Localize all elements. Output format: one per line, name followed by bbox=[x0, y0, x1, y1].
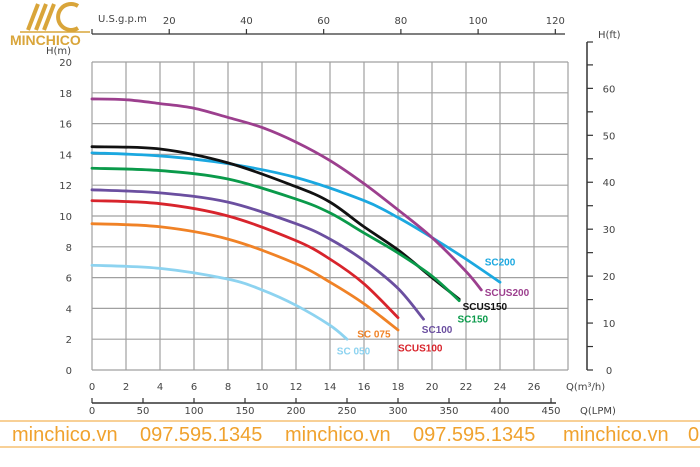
lpm-tick-label: 250 bbox=[337, 406, 356, 417]
watermark: minchico.vn 097.595.1345 minchico.vn 097… bbox=[0, 420, 700, 448]
series-label-scus100: SCUS100 bbox=[398, 344, 443, 355]
curve-sc200 bbox=[90, 151, 502, 284]
watermark-text: minchico.vn bbox=[12, 424, 118, 446]
y2-axis-label: H(ft) bbox=[598, 30, 621, 41]
ft-tick-label: 60 bbox=[603, 84, 616, 95]
series-label-sc100: SC100 bbox=[422, 325, 453, 336]
ft-tick-label: 0 bbox=[606, 366, 612, 377]
y-tick-label: 18 bbox=[59, 89, 72, 100]
lpm-tick-label: 0 bbox=[89, 406, 95, 417]
lpm-axis-label: Q(LPM) bbox=[580, 406, 616, 417]
gpm-tick-label: 20 bbox=[163, 16, 176, 27]
logo-text: MINCHICO bbox=[10, 32, 81, 48]
gpm-tick-label: 60 bbox=[317, 16, 330, 27]
x-tick-label: 8 bbox=[225, 382, 231, 393]
lpm-tick-label: 200 bbox=[286, 406, 305, 417]
lpm-tick-label: 100 bbox=[184, 406, 203, 417]
y-tick-label: 4 bbox=[66, 304, 72, 315]
x-axis-label: Q(m³/h) bbox=[566, 382, 605, 393]
watermark-text: 097.595.1345 bbox=[140, 424, 262, 446]
gpm-tick-label: 40 bbox=[240, 16, 253, 27]
watermark-text: minchico.vn bbox=[285, 424, 391, 446]
lpm-tick-label: 50 bbox=[137, 406, 150, 417]
logo-mark-icon bbox=[20, 2, 90, 33]
x-tick-label: 22 bbox=[460, 382, 473, 393]
y-tick-label: 20 bbox=[59, 58, 72, 69]
x-tick-label: 26 bbox=[528, 382, 541, 393]
x-tick-label: 16 bbox=[358, 382, 371, 393]
x-tick-label: 0 bbox=[89, 382, 95, 393]
curve-scus100 bbox=[90, 199, 400, 320]
series-label-scus200: SCUS200 bbox=[485, 288, 530, 299]
ft-tick-label: 50 bbox=[603, 131, 616, 142]
lpm-tick-label: 400 bbox=[490, 406, 509, 417]
lpm-tick-label: 150 bbox=[235, 406, 254, 417]
series-label-scus150: SCUS150 bbox=[463, 302, 508, 313]
ft-tick-label: 30 bbox=[603, 225, 616, 236]
x-tick-label: 2 bbox=[123, 382, 129, 393]
y-tick-label: 8 bbox=[66, 243, 72, 254]
lpm-tick-label: 300 bbox=[388, 406, 407, 417]
y-axis-label: H(m) bbox=[46, 46, 71, 57]
x-tick-label: 14 bbox=[324, 382, 337, 393]
y-tick-label: 2 bbox=[66, 335, 72, 346]
x-tick-label: 12 bbox=[290, 382, 303, 393]
curve-sc075 bbox=[90, 222, 400, 332]
x-tick-label: 6 bbox=[191, 382, 197, 393]
curve-sc150 bbox=[90, 166, 461, 303]
curve-scus200 bbox=[90, 97, 483, 292]
y-tick-label: 14 bbox=[59, 150, 72, 161]
watermark-text: 097.595.1345 bbox=[413, 424, 535, 446]
ft-tick-label: 10 bbox=[603, 319, 616, 330]
gpm-tick-label: 120 bbox=[546, 16, 565, 27]
x-tick-label: 10 bbox=[256, 382, 269, 393]
series-label-sc075: SC 075 bbox=[357, 330, 391, 341]
y-tick-label: 16 bbox=[59, 120, 72, 131]
x-tick-label: 18 bbox=[392, 382, 405, 393]
grid bbox=[91, 61, 569, 371]
y-tick-label: 6 bbox=[66, 274, 72, 285]
curve-sc050 bbox=[90, 263, 349, 341]
gpm-tick-label: 80 bbox=[395, 16, 408, 27]
lpm-tick-label: 450 bbox=[541, 406, 560, 417]
series-label-sc150: SC150 bbox=[458, 314, 489, 325]
ft-tick-label: 20 bbox=[603, 272, 616, 283]
gpm-axis-label: U.S.g.p.m bbox=[98, 14, 147, 25]
logo: MINCHICO bbox=[10, 2, 90, 48]
x-tick-label: 4 bbox=[157, 382, 163, 393]
gpm-tick-label: 100 bbox=[469, 16, 488, 27]
curves bbox=[90, 97, 502, 341]
series-label-sc050: SC 050 bbox=[337, 347, 371, 358]
y-tick-label: 12 bbox=[59, 181, 72, 192]
x-tick-label: 20 bbox=[426, 382, 439, 393]
series-label-sc200: SC200 bbox=[485, 257, 516, 268]
y-tick-label: 10 bbox=[59, 212, 72, 223]
curve-sc100 bbox=[90, 188, 425, 321]
x-tick-label: 24 bbox=[494, 382, 507, 393]
lpm-tick-label: 350 bbox=[439, 406, 458, 417]
ft-tick-label: 40 bbox=[603, 178, 616, 189]
watermark-text: minchico.vn bbox=[563, 424, 669, 446]
y-tick-label: 0 bbox=[66, 366, 72, 377]
watermark-text: 0 bbox=[688, 424, 699, 446]
